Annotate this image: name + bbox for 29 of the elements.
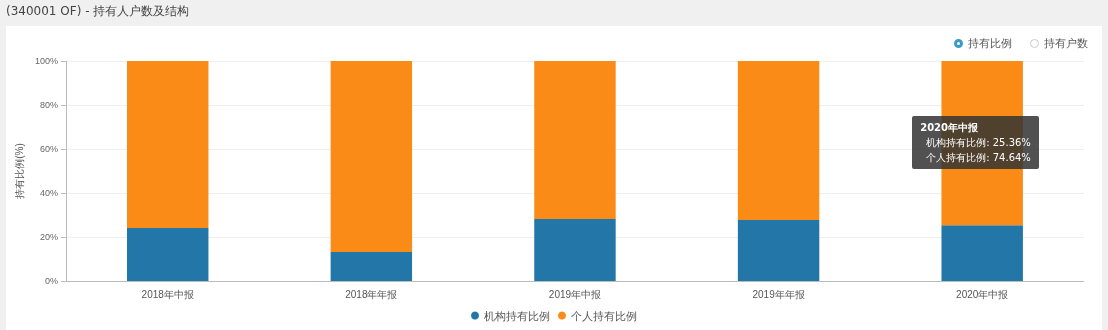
- x-tick-label: 2019年中报: [548, 288, 602, 300]
- legend-label: 个人持有比例: [571, 309, 637, 322]
- annotation: 2020年中报: [920, 121, 980, 135]
- annotation: 机构持有比例: 25.36%: [925, 136, 1031, 150]
- chart-title: (340001 OF) - 持有人户数及结构: [6, 3, 190, 20]
- x-tick-label: 2020年中报: [956, 288, 1009, 300]
- legend-label: 机构持有比例: [484, 309, 550, 322]
- y-tick-label: 40%: [39, 188, 58, 198]
- annotation: 个人持有比例: 74.64%: [925, 151, 1031, 165]
- text: 持有比例: [968, 36, 1012, 51]
- bar: [534, 218, 616, 281]
- bar: [330, 61, 413, 252]
- y-tick-label: 60%: [39, 144, 58, 154]
- bar: [941, 225, 1023, 281]
- bar: [737, 220, 820, 281]
- text: 持有户数: [1044, 36, 1088, 51]
- bar: [534, 61, 616, 219]
- bar: [127, 227, 209, 281]
- y-tick-label: 100%: [34, 56, 58, 66]
- x-tick-label: 2018年中报: [141, 288, 194, 300]
- bar: [330, 251, 413, 281]
- y-tick-label: 0%: [44, 276, 58, 286]
- y-tick-label: 20%: [39, 232, 58, 242]
- bar: [127, 61, 209, 228]
- y-tick-label: 80%: [39, 100, 58, 110]
- x-tick-label: 2019年年报: [752, 288, 805, 300]
- y-axis-title: 持有比例(%): [13, 143, 25, 199]
- x-tick-label: 2018年年报: [345, 288, 398, 300]
- bar: [737, 61, 820, 221]
